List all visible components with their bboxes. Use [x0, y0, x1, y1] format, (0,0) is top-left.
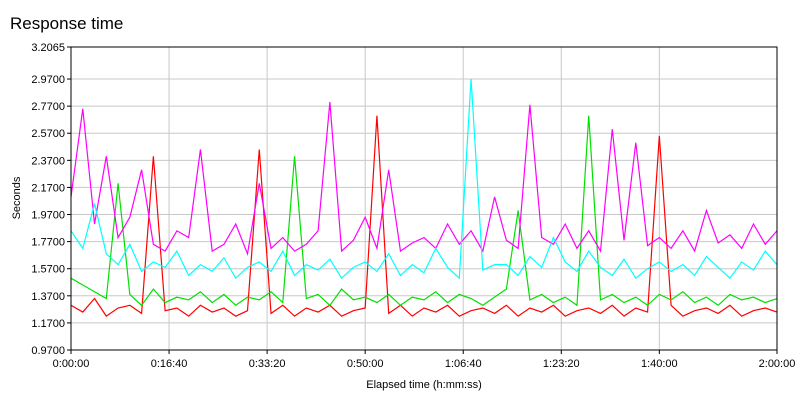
y-tick-label: 2.9700: [31, 74, 65, 86]
series-line: [70, 102, 778, 257]
x-tick-label: 2:00:00: [759, 358, 796, 370]
x-tick-label: 0:16:40: [151, 358, 188, 370]
y-tick-label: 1.7700: [31, 237, 65, 249]
x-tick-label: 1:40:00: [641, 358, 678, 370]
y-axis-label: Seconds: [11, 176, 23, 219]
x-tick-label: 0:33:20: [249, 358, 286, 370]
y-tick-label: 1.3700: [31, 291, 65, 303]
y-tick-label: 1.9700: [31, 210, 65, 222]
y-tick-label: 3.2065: [31, 42, 65, 54]
x-tick-label: 1:23:20: [543, 358, 580, 370]
y-tick-label: 1.1700: [31, 318, 65, 330]
y-tick-label: 2.3700: [31, 155, 65, 167]
x-tick-label: 1:06:40: [445, 358, 482, 370]
x-tick-label: 0:50:00: [347, 358, 384, 370]
series-line: [70, 115, 778, 317]
plot-border: [70, 46, 778, 351]
y-tick-label: 1.5700: [31, 264, 65, 276]
series-line: [70, 79, 778, 280]
y-tick-label: 2.1700: [31, 182, 65, 194]
chart-title: Response time: [10, 14, 123, 33]
y-tick-label: 2.5700: [31, 128, 65, 140]
y-tick-label: 2.7700: [31, 101, 65, 113]
x-axis-label: Elapsed time (h:mm:ss): [366, 379, 482, 391]
x-tick-label: 0:00:00: [53, 358, 90, 370]
y-tick-label: 0.9700: [31, 345, 65, 357]
series-line: [70, 115, 778, 307]
